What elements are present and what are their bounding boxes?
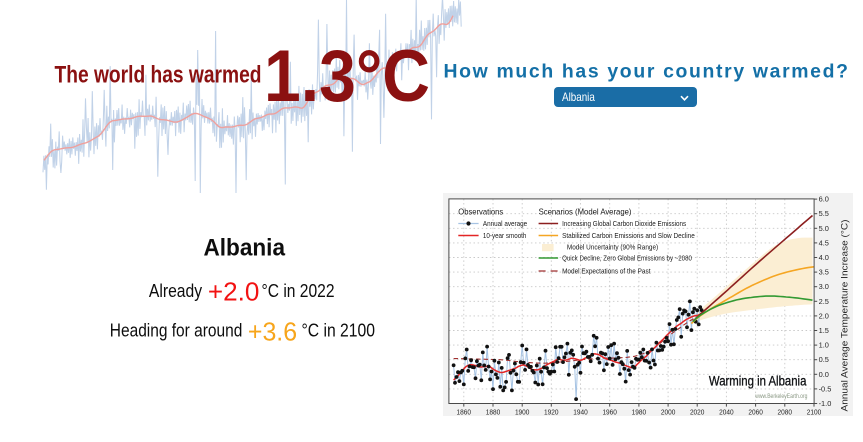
svg-text:-0.5: -0.5 [819, 384, 832, 393]
svg-text:www.BerkeleyEarth.org: www.BerkeleyEarth.org [754, 393, 807, 400]
svg-text:Stabilized Carbon Emissions an: Stabilized Carbon Emissions and Slow Dec… [562, 231, 695, 240]
svg-text:2080: 2080 [778, 408, 793, 417]
svg-text:1920: 1920 [544, 408, 559, 417]
svg-text:Observations: Observations [458, 207, 503, 217]
svg-text:3.0: 3.0 [819, 282, 829, 291]
svg-text:Warming in Albania: Warming in Albania [709, 374, 807, 389]
svg-text:Already: Already [149, 281, 202, 301]
svg-text:3.5: 3.5 [819, 268, 829, 277]
svg-text:1940: 1940 [573, 408, 588, 417]
svg-text:°C in 2022: °C in 2022 [262, 281, 335, 301]
svg-text:°C in 2100: °C in 2100 [302, 321, 376, 341]
svg-text:Albania: Albania [204, 235, 286, 262]
svg-text:2000: 2000 [661, 408, 676, 417]
svg-text:Quick Decline, Zero Global Emi: Quick Decline, Zero Global Emissions by … [562, 254, 692, 263]
svg-text:1.5: 1.5 [819, 326, 829, 335]
svg-text:+2.0: +2.0 [208, 276, 260, 306]
svg-text:0.0: 0.0 [819, 370, 829, 379]
svg-text:How much has your country warm: How much has your country warmed? [444, 60, 849, 82]
svg-text:0.5: 0.5 [819, 355, 829, 364]
svg-text:2.5: 2.5 [819, 297, 829, 306]
svg-text:4.0: 4.0 [819, 253, 829, 262]
svg-text:4.5: 4.5 [819, 238, 829, 247]
svg-text:10-year smooth: 10-year smooth [483, 231, 527, 240]
svg-text:Annual Average Temperature Inc: Annual Average Temperature Increase (°C) [840, 219, 850, 411]
svg-text:1900: 1900 [515, 408, 530, 417]
svg-text:-1.0: -1.0 [819, 399, 832, 408]
svg-text:1860: 1860 [457, 408, 472, 417]
svg-text:Annual average: Annual average [483, 219, 527, 228]
svg-text:1880: 1880 [486, 408, 501, 417]
svg-text:2100: 2100 [807, 408, 822, 417]
svg-text:1960: 1960 [602, 408, 617, 417]
svg-text:1.3°C: 1.3°C [264, 34, 430, 117]
svg-text:5.5: 5.5 [819, 209, 829, 218]
svg-text:1980: 1980 [632, 408, 647, 417]
svg-text:1.0: 1.0 [819, 341, 829, 350]
svg-text:Heading for around: Heading for around [110, 321, 243, 341]
svg-text:Model Uncertainty (90% Range): Model Uncertainty (90% Range) [567, 243, 658, 252]
svg-text:Increasing Global Carbon Dioxi: Increasing Global Carbon Dioxide Emissio… [562, 219, 686, 228]
svg-text:5.0: 5.0 [819, 224, 829, 233]
svg-text:Model Expectations of the Past: Model Expectations of the Past [562, 267, 650, 276]
svg-text:2020: 2020 [690, 408, 705, 417]
svg-text:2.0: 2.0 [819, 311, 829, 320]
svg-text:2060: 2060 [748, 408, 763, 417]
svg-text:Scenarios (Model Average): Scenarios (Model Average) [539, 207, 632, 217]
svg-text:The world has warmed: The world has warmed [55, 62, 262, 88]
svg-text:+3.6: +3.6 [248, 317, 297, 347]
svg-text:6.0: 6.0 [819, 195, 829, 204]
svg-text:2040: 2040 [719, 408, 734, 417]
